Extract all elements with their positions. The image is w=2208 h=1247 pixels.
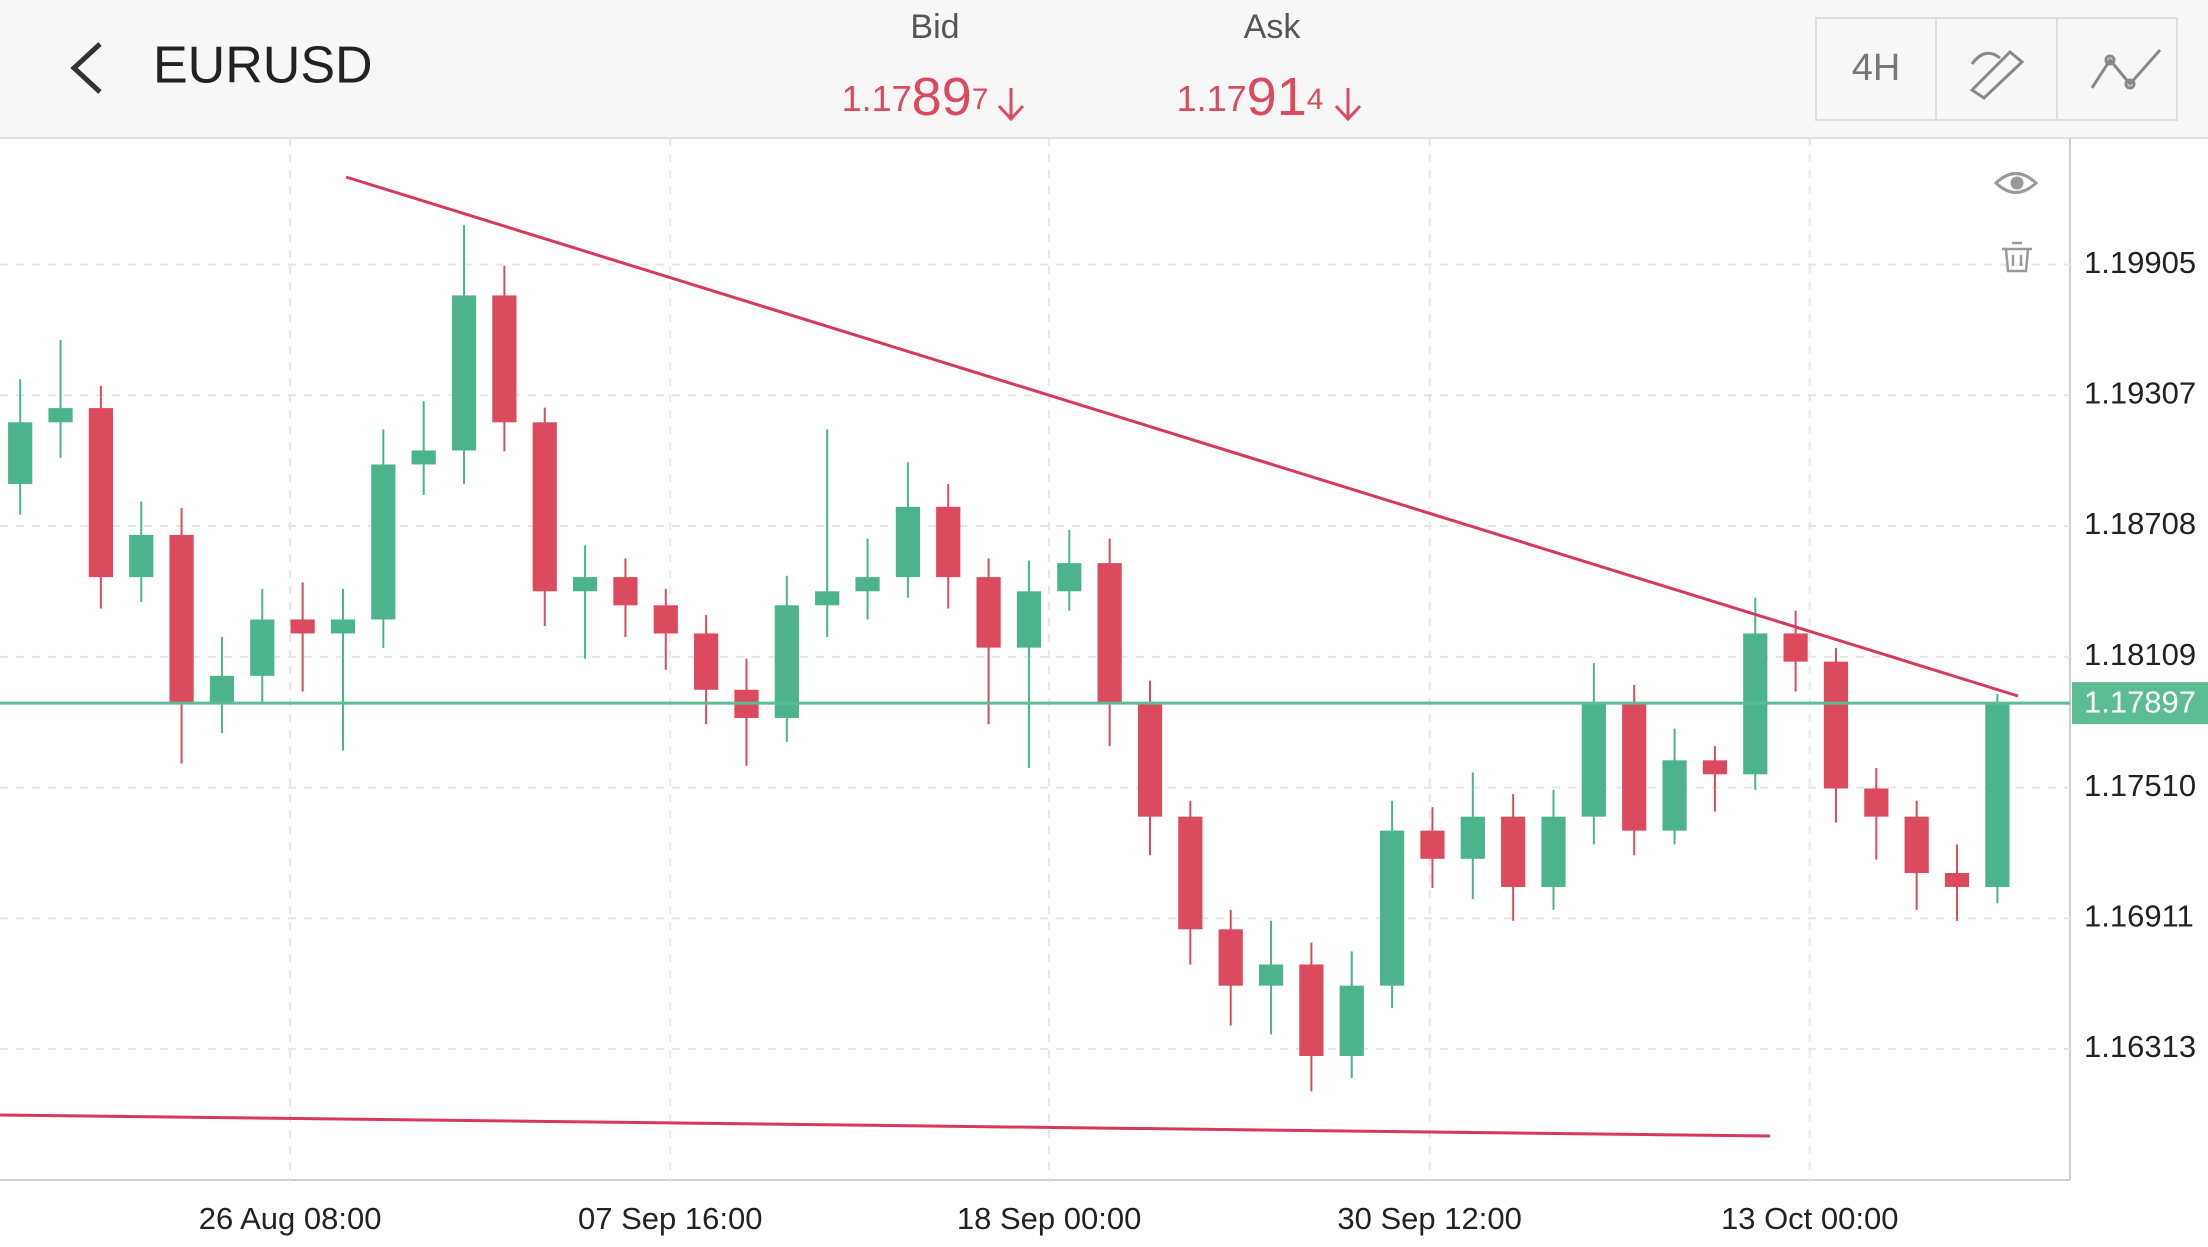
timeframe-button[interactable]: 4H	[1852, 47, 1901, 89]
candle-body	[48, 408, 73, 423]
symbol: EURUSD	[153, 37, 373, 95]
candle-body	[532, 422, 557, 592]
candle-body	[976, 577, 1001, 648]
candle-body	[1985, 703, 2010, 887]
candle-body	[572, 577, 598, 592]
candle-body	[169, 534, 194, 704]
candle-body	[895, 506, 920, 578]
x-tick-label: 26 Aug 08:00	[199, 1201, 382, 1236]
candle-body	[1702, 760, 1728, 775]
ask-price: 1.17914	[1177, 67, 1324, 127]
candle-body	[8, 422, 33, 485]
y-tick-label: 1.19307	[2084, 375, 2196, 410]
candle-body	[1622, 703, 1647, 831]
current-price-tag	[2072, 682, 2208, 725]
candle-body	[1581, 703, 1606, 817]
candle-body	[613, 577, 638, 606]
candle-body	[1460, 816, 1485, 859]
bid-arrow-head	[997, 104, 1025, 122]
candle-body	[1016, 591, 1042, 648]
y-tick-label: 1.18708	[2084, 506, 2196, 541]
candle-body	[1380, 830, 1405, 986]
y-tick-label: 1.16911	[2084, 899, 2194, 934]
candle-body	[936, 506, 961, 578]
candle-body	[250, 619, 275, 676]
candle-body	[1420, 830, 1445, 859]
delete-button[interactable]	[2002, 241, 2032, 273]
candle-body	[451, 295, 477, 451]
candle-body	[88, 408, 113, 578]
candle-body	[774, 605, 799, 718]
x-tick-label: 07 Sep 16:00	[578, 1201, 762, 1236]
plot-area	[0, 138, 2070, 1180]
x-tick-label: 18 Sep 00:00	[957, 1201, 1141, 1236]
x-tick-label: 13 Oct 00:00	[1721, 1201, 1899, 1236]
candle-body	[1783, 633, 1808, 662]
y-tick-label: 1.18109	[2084, 637, 2196, 672]
y-tick-label: 1.17510	[2084, 768, 2196, 803]
candle-body	[815, 591, 840, 606]
candle-body	[1137, 703, 1163, 817]
draw-tool-button[interactable]	[1969, 49, 2025, 100]
candle-body	[1299, 964, 1324, 1056]
candle-body	[1662, 760, 1687, 831]
x-tick-label: 30 Sep 12:00	[1337, 1201, 1521, 1236]
candle-body	[1501, 816, 1526, 887]
candle-body	[411, 450, 436, 465]
indicator-button[interactable]	[2090, 49, 2162, 90]
candle-body	[492, 295, 517, 423]
back-button[interactable]	[70, 42, 102, 94]
candle-body	[1097, 563, 1122, 704]
candle-body	[653, 605, 678, 634]
candle-body	[1823, 661, 1849, 789]
candle-body	[371, 464, 396, 620]
ask-label: Ask	[1244, 8, 1302, 46]
trendline-lower[interactable]	[0, 1113, 1771, 1138]
bid-price: 1.17897	[842, 67, 989, 127]
bid-label: Bid	[910, 8, 959, 46]
candle-body	[330, 619, 356, 634]
candle-body	[290, 619, 315, 634]
candle-body	[1339, 985, 1364, 1056]
y-tick-label: 1.16313	[2084, 1029, 2196, 1064]
current-price-label: 1.17897	[2084, 684, 2196, 719]
candle-body	[1944, 872, 1970, 887]
trendline-upper[interactable]	[345, 175, 2019, 698]
candle-body	[1057, 563, 1082, 592]
candle-body	[1541, 816, 1566, 887]
ask-arrow-head	[1334, 104, 1362, 122]
candle-body	[129, 534, 154, 578]
candle-body	[1178, 816, 1203, 930]
visibility-button[interactable]	[1993, 172, 2039, 194]
candle-body	[855, 577, 880, 592]
candle-body	[694, 633, 719, 690]
candle-body	[1258, 964, 1284, 986]
y-tick-label: 1.19905	[2084, 245, 2196, 280]
candle-body	[209, 675, 235, 704]
candle-body	[1904, 816, 1929, 873]
candle-body	[1218, 929, 1243, 986]
candle-body	[1864, 788, 1889, 817]
